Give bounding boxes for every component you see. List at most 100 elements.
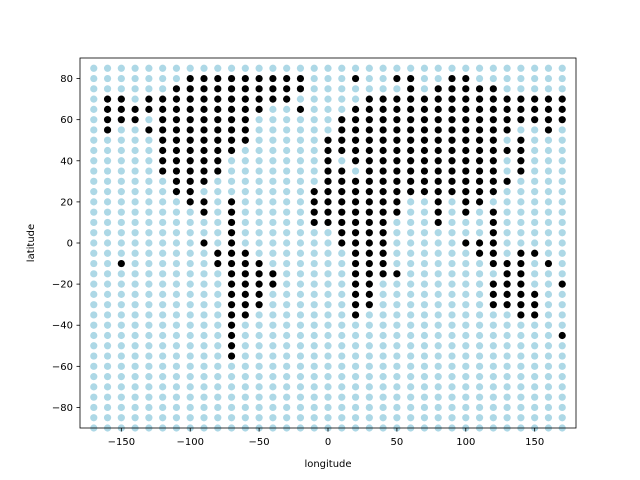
- ocean-point: [186, 352, 194, 360]
- land-point: [365, 146, 373, 155]
- land-point: [172, 157, 181, 165]
- ocean-point: [200, 249, 208, 257]
- ocean-point: [296, 198, 305, 206]
- land-point: [227, 136, 236, 144]
- ocean-point: [420, 393, 429, 401]
- land-point: [531, 301, 539, 309]
- ocean-point: [200, 188, 208, 196]
- ocean-point: [475, 362, 484, 370]
- land-point: [351, 198, 360, 206]
- ocean-point: [145, 352, 153, 360]
- ocean-point: [407, 270, 415, 278]
- ocean-point: [145, 249, 153, 257]
- ocean-point: [434, 64, 442, 72]
- land-point: [379, 177, 387, 185]
- ocean-point: [186, 393, 194, 401]
- land-point: [338, 177, 346, 185]
- ocean-point: [131, 177, 139, 185]
- land-point: [227, 280, 236, 288]
- ocean-point: [117, 85, 125, 93]
- land-point: [420, 157, 429, 165]
- ocean-point: [255, 393, 263, 401]
- land-point: [379, 229, 387, 237]
- land-point: [420, 146, 429, 155]
- land-point: [489, 177, 497, 185]
- land-point: [475, 157, 484, 165]
- ocean-point: [544, 301, 553, 309]
- ocean-point: [296, 157, 305, 165]
- land-point: [214, 74, 222, 83]
- ocean-point: [558, 167, 566, 175]
- land-point: [351, 259, 360, 268]
- ocean-point: [434, 280, 442, 288]
- ocean-point: [283, 177, 291, 185]
- land-point: [186, 146, 194, 155]
- ocean-point: [338, 301, 346, 309]
- ocean-point: [489, 373, 497, 381]
- land-point: [448, 167, 456, 175]
- land-point: [420, 177, 429, 185]
- ocean-point: [296, 64, 305, 72]
- land-point: [544, 105, 553, 113]
- ocean-point: [283, 301, 291, 309]
- ocean-point: [517, 331, 525, 340]
- ocean-point: [420, 301, 429, 309]
- ocean-point: [310, 249, 318, 257]
- ocean-point: [475, 403, 484, 412]
- land-point: [227, 311, 236, 319]
- ocean-point: [103, 373, 112, 381]
- ocean-point: [462, 249, 470, 257]
- ocean-point: [517, 74, 525, 83]
- land-point: [255, 259, 263, 268]
- ocean-point: [296, 239, 305, 247]
- ocean-point: [90, 259, 98, 268]
- x-axis: −150 −100 −50 0 50 100 150: [108, 428, 544, 448]
- land-point: [544, 116, 553, 124]
- ocean-point: [475, 352, 484, 360]
- ocean-point: [503, 208, 511, 216]
- ocean-point: [269, 301, 277, 309]
- ocean-point: [90, 393, 98, 401]
- land-point: [379, 188, 387, 196]
- land-point: [462, 74, 470, 83]
- ocean-point: [531, 64, 539, 72]
- land-point: [448, 157, 456, 165]
- ocean-point: [227, 403, 236, 412]
- ocean-point: [90, 198, 98, 206]
- ocean-point: [310, 270, 318, 278]
- ocean-point: [200, 362, 208, 370]
- ocean-point: [131, 136, 139, 144]
- ocean-point: [558, 146, 566, 155]
- ocean-point: [90, 383, 98, 391]
- ocean-point: [131, 393, 139, 401]
- ocean-point: [255, 116, 263, 124]
- ocean-point: [393, 414, 401, 422]
- ocean-point: [462, 280, 470, 288]
- ocean-point: [214, 177, 222, 185]
- land-point: [200, 157, 208, 165]
- ocean-point: [131, 259, 139, 268]
- ocean-point: [338, 249, 346, 257]
- ocean-point: [448, 270, 456, 278]
- ocean-point: [131, 64, 139, 72]
- land-point: [393, 95, 401, 103]
- ocean-point: [420, 331, 429, 340]
- land-point: [462, 167, 470, 175]
- ocean-point: [90, 188, 98, 196]
- land-point: [407, 95, 415, 103]
- ocean-point: [214, 414, 222, 422]
- ocean-point: [296, 126, 305, 134]
- ocean-point: [544, 64, 553, 72]
- ocean-point: [255, 188, 263, 196]
- ocean-point: [131, 270, 139, 278]
- land-point: [200, 136, 208, 144]
- ocean-point: [145, 301, 153, 309]
- ocean-point: [448, 342, 456, 350]
- ocean-point: [407, 198, 415, 206]
- land-point: [531, 105, 539, 113]
- ocean-point: [117, 331, 125, 340]
- land-point: [489, 85, 497, 93]
- ocean-point: [531, 352, 539, 360]
- land-point: [448, 146, 456, 155]
- ocean-point: [269, 331, 277, 340]
